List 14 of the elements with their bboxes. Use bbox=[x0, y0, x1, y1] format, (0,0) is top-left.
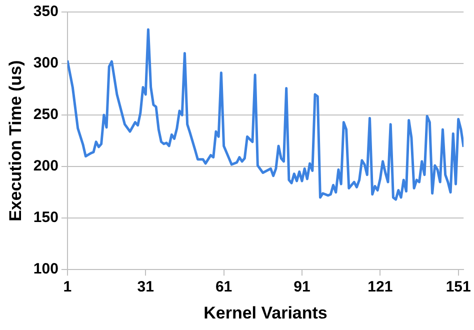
y-axis-title: Execution Time (us) bbox=[6, 60, 25, 222]
y-tick-label: 200 bbox=[33, 158, 58, 175]
x-tick-label: 31 bbox=[137, 278, 154, 296]
x-tick-label: 151 bbox=[446, 278, 471, 296]
y-tick-label: 300 bbox=[33, 54, 58, 72]
x-tick-label: 91 bbox=[294, 278, 310, 296]
x-tick-label: 121 bbox=[368, 278, 393, 296]
x-axis-title: Kernel Variants bbox=[204, 303, 328, 322]
x-tick-label: 1 bbox=[63, 278, 72, 296]
y-tick-label: 100 bbox=[33, 260, 58, 278]
y-tick-label: 150 bbox=[33, 209, 58, 226]
y-tick-label: 350 bbox=[33, 3, 58, 20]
x-tick-label: 61 bbox=[215, 278, 232, 296]
y-tick-label: 250 bbox=[33, 106, 58, 124]
